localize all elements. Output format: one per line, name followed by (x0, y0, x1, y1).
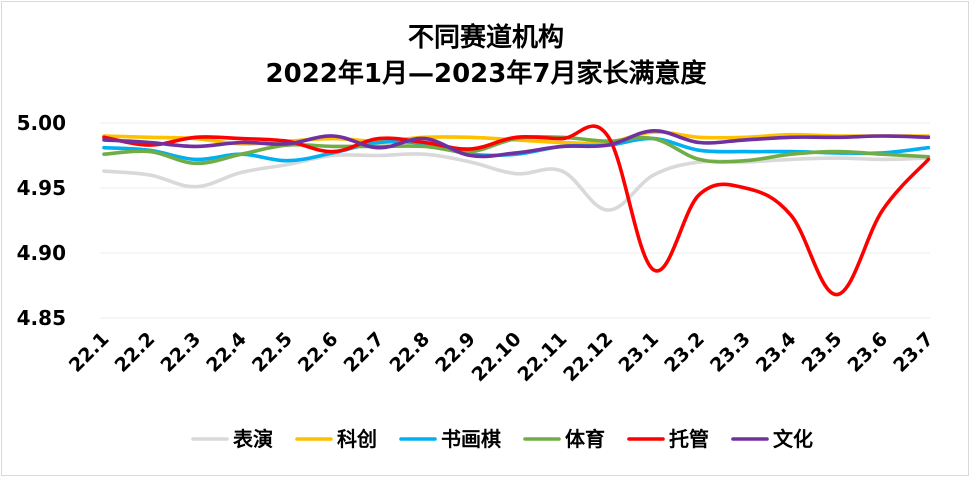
legend-label: 书画棋 (441, 427, 501, 451)
x-tick-label: 22.10 (468, 328, 526, 386)
legend-item-4: 体育 (523, 427, 605, 451)
x-tick-label: 22.5 (248, 328, 297, 377)
x-tick-label: 23.4 (752, 328, 801, 377)
legend-item-2: 科创 (295, 427, 377, 451)
legend-label: 表演 (233, 427, 273, 451)
legend-label: 科创 (337, 427, 377, 451)
x-tick-label: 22.3 (156, 328, 205, 377)
x-tick-label: 22.2 (111, 328, 160, 377)
legend-item-3: 书画棋 (399, 427, 501, 451)
legend: 表演 科创 书画棋 体育 托管 文化 (191, 427, 813, 451)
x-tick-label: 22.11 (513, 328, 571, 386)
chart-title-line-1: 不同赛道机构 (408, 22, 564, 53)
y-tick-label: 4.95 (17, 176, 66, 200)
y-axis-ticks: 5.00 4.95 4.90 4.85 (17, 111, 66, 330)
y-tick-label: 4.90 (17, 241, 66, 265)
series-line-1 (102, 152, 931, 212)
y-tick-label: 4.85 (17, 306, 66, 330)
x-tick-label: 23.2 (660, 328, 709, 377)
legend-item-6: 文化 (731, 427, 813, 451)
series-line-6 (102, 128, 931, 159)
chart-title-line-2: 2022年1月—2023年7月家长满意度 (266, 58, 707, 89)
legend-label: 文化 (773, 427, 813, 451)
x-tick-label: 23.5 (798, 328, 847, 377)
x-tick-label: 23.1 (614, 328, 663, 377)
legend-item-5: 托管 (627, 427, 709, 451)
x-tick-label: 23.6 (843, 328, 892, 377)
y-tick-label: 5.00 (17, 111, 66, 135)
x-tick-label: 23.3 (706, 328, 755, 377)
x-tick-label: 22.6 (294, 328, 343, 377)
x-tick-label: 22.1 (65, 328, 114, 377)
x-tick-label: 23.7 (889, 328, 938, 377)
legend-item-1: 表演 (191, 427, 273, 451)
gridlines (100, 122, 930, 319)
x-tick-label: 22.12 (559, 328, 617, 386)
x-tick-label: 22.7 (340, 328, 389, 377)
x-tick-label: 22.8 (385, 328, 434, 377)
legend-label: 体育 (565, 427, 605, 451)
legend-label: 托管 (669, 427, 709, 451)
x-tick-label: 22.4 (202, 328, 251, 377)
series-lines (102, 124, 931, 297)
chart-title: 不同赛道机构 2022年1月—2023年7月家长满意度 (266, 22, 707, 89)
series-line-5 (102, 124, 931, 297)
x-axis-ticks: 22.122.222.322.422.522.622.722.822.922.1… (65, 328, 938, 386)
